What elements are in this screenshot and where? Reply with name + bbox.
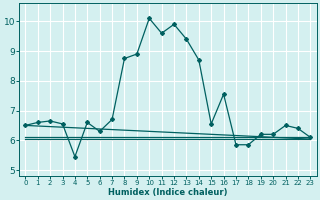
X-axis label: Humidex (Indice chaleur): Humidex (Indice chaleur) <box>108 188 228 197</box>
